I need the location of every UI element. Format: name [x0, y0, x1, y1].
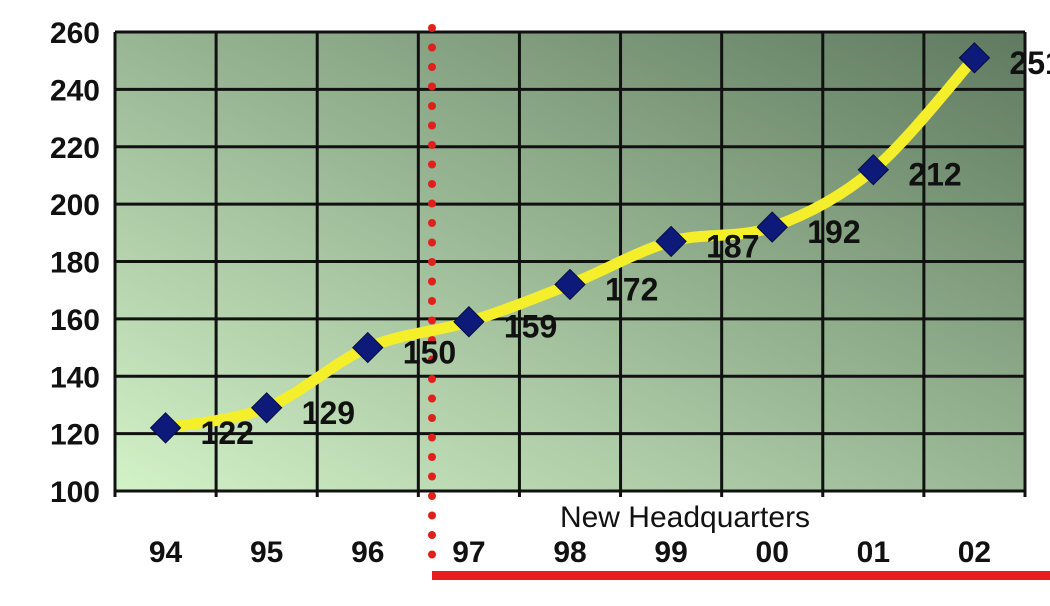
y-tick-label: 140: [50, 361, 100, 394]
divider-dot: [428, 24, 436, 32]
divider-dot: [428, 82, 436, 91]
data-point: [554, 268, 586, 301]
data-point: [149, 412, 182, 444]
y-tick-label: 260: [50, 17, 100, 50]
divider-dot: [428, 199, 436, 208]
divider-dot: [428, 394, 436, 403]
data-label: 129: [302, 395, 355, 431]
y-tick-label: 160: [50, 304, 100, 337]
divider-dot: [428, 238, 436, 247]
divider-dot: [428, 531, 436, 539]
divider-dot: [428, 277, 436, 286]
data-point: [756, 211, 788, 243]
x-tick-label: 94: [149, 536, 183, 569]
y-tick-label: 240: [50, 74, 100, 107]
y-axis-tick-labels: 100 120 140 160 180 200 220 240 260: [50, 17, 100, 509]
x-tick-label: 00: [756, 536, 789, 569]
data-label: 212: [908, 157, 961, 193]
x-tick-label: 01: [857, 536, 890, 569]
data-point: [453, 306, 485, 338]
new-headquarters-divider: [428, 24, 436, 559]
divider-dot: [428, 258, 436, 266]
x-tick-label: 02: [958, 536, 991, 569]
data-label: 150: [403, 335, 456, 371]
divider-dot: [428, 433, 436, 442]
divider-dot: [428, 375, 436, 383]
data-label: 172: [605, 271, 658, 307]
divider-dot: [428, 160, 436, 169]
x-axis-tick-labels: 94 95 96 97 98 99 00 01 02: [149, 536, 991, 569]
data-labels: 122 129 150 159 172 187 192 212 251: [201, 45, 1050, 451]
y-tick-label: 120: [50, 419, 100, 452]
divider-dot: [428, 102, 436, 110]
divider-dot: [428, 472, 436, 481]
data-label: 159: [504, 309, 557, 345]
divider-dot: [428, 297, 436, 305]
divider-dot: [428, 355, 436, 364]
data-point: [857, 153, 890, 186]
y-tick-label: 180: [50, 247, 100, 280]
y-tick-label: 220: [50, 132, 100, 165]
divider-dot: [428, 63, 436, 71]
data-label: 251: [1009, 45, 1050, 81]
divider-dot: [428, 492, 436, 500]
data-label: 192: [807, 214, 860, 250]
annotation-new-headquarters: New Headquarters: [560, 501, 810, 534]
annotation-underline: [432, 571, 1050, 580]
y-tick-label: 200: [50, 189, 100, 222]
data-label: 187: [706, 228, 759, 264]
y-tick-label: 100: [50, 476, 100, 509]
x-tick-label: 95: [250, 536, 283, 569]
data-point: [958, 42, 991, 74]
x-tick-label: 96: [351, 536, 384, 569]
data-point: [655, 225, 687, 258]
divider-dot: [428, 180, 436, 188]
x-tick-label: 99: [654, 536, 687, 569]
x-tick-label: 98: [553, 536, 586, 569]
divider-dot: [428, 453, 436, 461]
divider-dot: [428, 141, 436, 149]
divider-dot: [428, 414, 436, 422]
data-label: 122: [201, 415, 254, 451]
divider-dot: [428, 336, 436, 344]
x-tick-label: 97: [452, 536, 485, 569]
divider-dot: [428, 550, 436, 559]
data-markers: [149, 42, 991, 444]
divider-dot: [428, 219, 436, 227]
divider-dot: [428, 43, 436, 52]
divider-dot: [428, 121, 436, 130]
data-point: [250, 392, 283, 424]
data-point: [352, 331, 384, 364]
divider-dot: [428, 511, 436, 520]
divider-dot: [428, 316, 436, 325]
